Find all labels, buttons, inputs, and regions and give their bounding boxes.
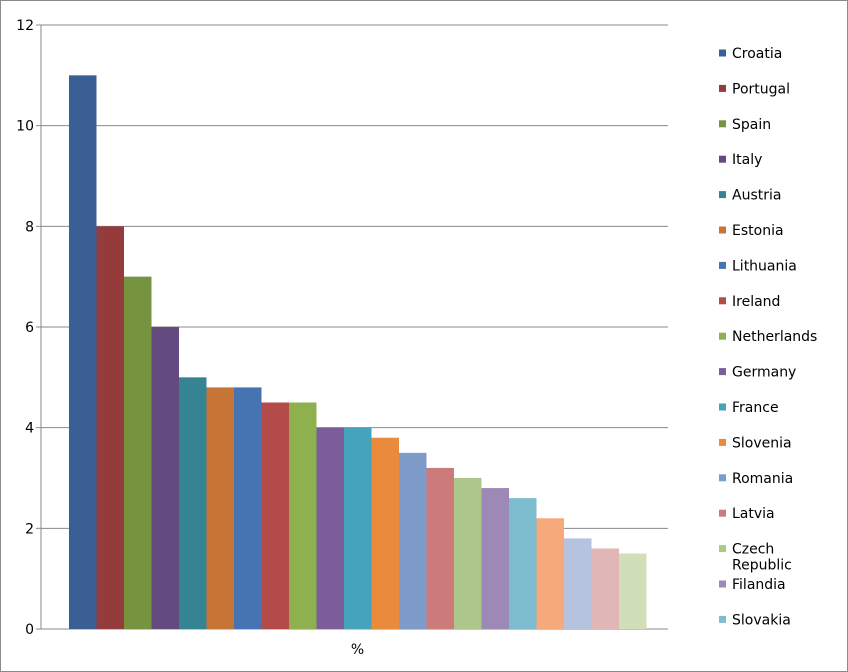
bar-spain <box>124 276 152 629</box>
y-tick-label: 2 <box>25 521 34 537</box>
bar-france <box>344 427 372 629</box>
legend-swatch <box>719 474 726 482</box>
legend-label: Latvia <box>732 506 775 522</box>
bar-czech-republic <box>454 478 482 629</box>
bar-series-20 <box>591 548 619 629</box>
y-tick-label: 4 <box>25 421 34 437</box>
bar-ireland <box>261 402 289 629</box>
legend-label: Slovakia <box>732 612 791 628</box>
legend-label: Estonia <box>732 223 784 239</box>
legend-swatch <box>719 226 726 234</box>
legend-label: Filandia <box>732 577 786 593</box>
bar-series-18 <box>536 518 564 629</box>
legend-label: Czech Republic <box>732 542 792 574</box>
legend-label: Germany <box>732 365 796 381</box>
legend-swatch <box>719 403 726 411</box>
x-category-label: % <box>351 642 364 658</box>
y-tick-label: 6 <box>25 320 34 336</box>
bar-latvia <box>426 467 454 629</box>
legend-swatch <box>719 438 726 446</box>
bar-germany <box>316 427 344 629</box>
legend-label: France <box>732 400 779 416</box>
legend-swatch <box>719 155 726 163</box>
legend-label: Netherlands <box>732 329 817 345</box>
legend-label: Lithuania <box>732 258 797 274</box>
legend-label: Romania <box>732 471 793 487</box>
y-tick-label: 0 <box>25 622 34 638</box>
legend-label: Ireland <box>732 294 780 310</box>
bar-croatia <box>69 75 97 630</box>
legend-swatch <box>719 49 726 57</box>
bar-series-19 <box>564 538 592 629</box>
bar-romania <box>399 452 427 629</box>
bar-slovakia <box>509 498 537 629</box>
legend-swatch <box>719 368 726 376</box>
bar-series-21 <box>619 553 647 629</box>
legend-swatch <box>719 84 726 92</box>
legend-label: Spain <box>732 117 771 133</box>
legend-swatch <box>719 509 726 517</box>
legend-swatch <box>719 615 726 623</box>
legend-swatch <box>719 332 726 340</box>
legend-swatch <box>719 261 726 269</box>
y-tick-label: 12 <box>16 18 34 34</box>
legend-label: Austria <box>732 188 781 204</box>
legend-label: Italy <box>732 152 762 168</box>
bar-portugal <box>96 226 124 630</box>
legend-swatch <box>719 297 726 305</box>
legend-label: Portugal <box>732 81 790 97</box>
bar-filandia <box>481 488 509 629</box>
legend-swatch <box>719 545 726 553</box>
legend-label: Croatia <box>732 46 782 62</box>
bar-lithuania <box>234 387 262 629</box>
bar-slovenia <box>371 437 399 629</box>
legend-swatch <box>719 120 726 128</box>
legend-swatch <box>719 580 726 588</box>
bar-netherlands <box>289 402 317 629</box>
legend-label: Slovenia <box>732 435 792 451</box>
bar-austria <box>179 377 207 629</box>
bar-estonia <box>206 387 234 629</box>
y-tick-label: 10 <box>16 119 34 135</box>
bar-italy <box>151 327 179 629</box>
legend-swatch <box>719 191 726 199</box>
y-tick-label: 8 <box>25 219 34 235</box>
